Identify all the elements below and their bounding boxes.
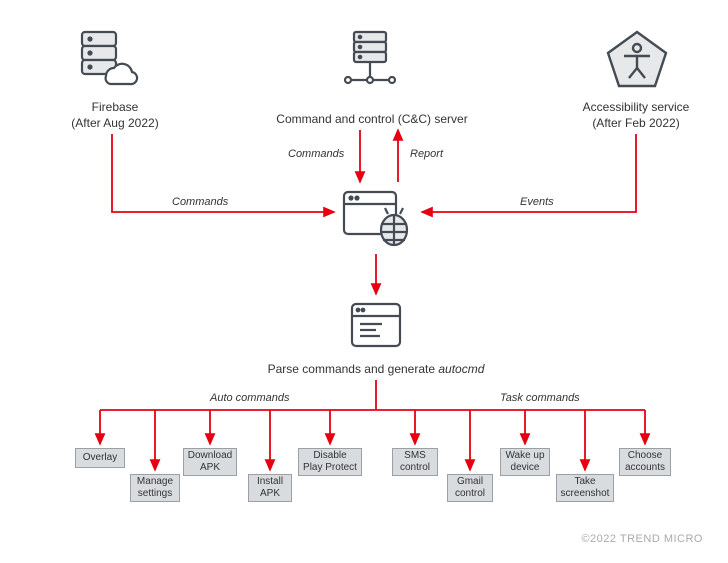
cmd-disable-play: Disable Play Protect	[298, 448, 362, 476]
cmd-manage: Manage settings	[130, 474, 180, 502]
firebase-label: Firebase (After Aug 2022)	[60, 100, 170, 131]
cmd-overlay: Overlay	[75, 448, 125, 468]
cmd-gmail: Gmail control	[447, 474, 493, 502]
firebase-icon	[76, 28, 146, 93]
copyright: ©2022 TREND MICRO	[581, 533, 703, 545]
a11y-label: Accessibility service (After Feb 2022)	[566, 100, 706, 131]
cmd-wakeup: Wake up device	[500, 448, 550, 476]
cmd-choose-acct: Choose accounts	[619, 448, 671, 476]
firebase-label-l2: (After Aug 2022)	[71, 116, 158, 130]
a11y-label-l2: (After Feb 2022)	[592, 116, 679, 130]
firebase-label-l1: Firebase	[92, 100, 139, 114]
firebase-commands-label: Commands	[172, 196, 228, 208]
cc-server-icon	[340, 28, 400, 107]
events-label: Events	[520, 196, 554, 208]
report-label: Report	[410, 148, 443, 160]
cmd-download-apk: Download APK	[183, 448, 237, 476]
cmd-sms: SMS control	[392, 448, 438, 476]
cmd-screenshot: Take screenshot	[556, 474, 614, 502]
autocmds-group-label: Auto commands	[210, 392, 289, 404]
parse-window-icon	[346, 298, 406, 357]
accessibility-icon	[602, 28, 672, 97]
parse-label: Parse commands and generate autocmd	[236, 362, 516, 378]
browser-bug-icon	[338, 186, 418, 257]
parse-label-pre: Parse commands and generate	[268, 362, 439, 376]
a11y-label-l1: Accessibility service	[583, 100, 690, 114]
cc-commands-label: Commands	[288, 148, 344, 160]
cmd-install-apk: Install APK	[248, 474, 292, 502]
taskcmds-group-label: Task commands	[500, 392, 580, 404]
parse-label-em: autocmd	[438, 362, 484, 376]
cc-label: Command and control (C&C) server	[262, 112, 482, 128]
